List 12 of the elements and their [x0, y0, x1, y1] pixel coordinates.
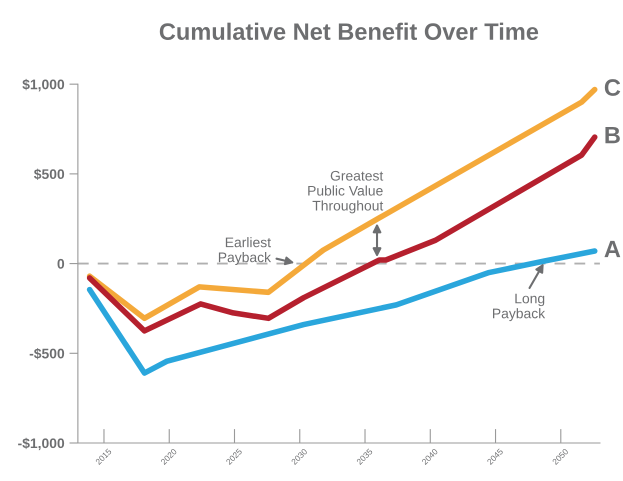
series-label: B [605, 126, 620, 144]
y-tick-label: 0 [58, 258, 64, 269]
series-label: C [604, 79, 620, 96]
y-tick-label: -$1,000 [18, 438, 64, 450]
chart-title: Cumulative Net Benefit Over Time [160, 22, 538, 40]
y-tick-label: $1,000 [22, 78, 64, 92]
annotation: Earliest Payback [218, 237, 272, 265]
y-tick-label: -$500 [30, 348, 64, 360]
series-label: A [604, 240, 620, 258]
annotation: Greatest Public Value Throughout [308, 170, 384, 214]
annotation: Long Payback [493, 294, 546, 322]
y-tick-label: $500 [34, 168, 64, 180]
